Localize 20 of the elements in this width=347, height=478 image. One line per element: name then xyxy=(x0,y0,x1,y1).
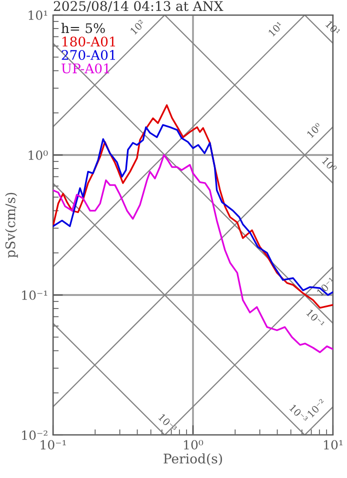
annotation: 10⁰ xyxy=(306,122,322,138)
x-axis-title: Period(s) xyxy=(164,453,222,466)
chart-title: 2025/08/14 04:13 at ANX xyxy=(54,1,224,12)
legend-title: h= 5% xyxy=(61,22,105,34)
x-tick-label: 10⁰ xyxy=(184,440,204,450)
x-tick-label: 10¹ xyxy=(324,440,342,450)
y-tick-label: 10⁻¹ xyxy=(22,290,48,300)
y-tick-label: 10⁻² xyxy=(22,430,48,440)
x-tick-label: 10⁻¹ xyxy=(40,440,66,450)
text: 180-A01 xyxy=(62,36,116,47)
annotation: 10⁻¹ xyxy=(306,308,325,328)
y-tick-label: 10¹ xyxy=(28,10,48,20)
annotation: 10¹ xyxy=(268,21,284,37)
text: UP-A01 xyxy=(62,63,110,74)
annotation: 10² xyxy=(130,19,146,35)
text: 270-A01 xyxy=(62,50,116,60)
annotation: 10⁻³ xyxy=(158,413,178,433)
annotation: 10⁻³ xyxy=(289,404,308,424)
y-axis-title: pSv(cm/s) xyxy=(5,192,18,258)
y-tick-label: 10⁰ xyxy=(28,150,48,160)
